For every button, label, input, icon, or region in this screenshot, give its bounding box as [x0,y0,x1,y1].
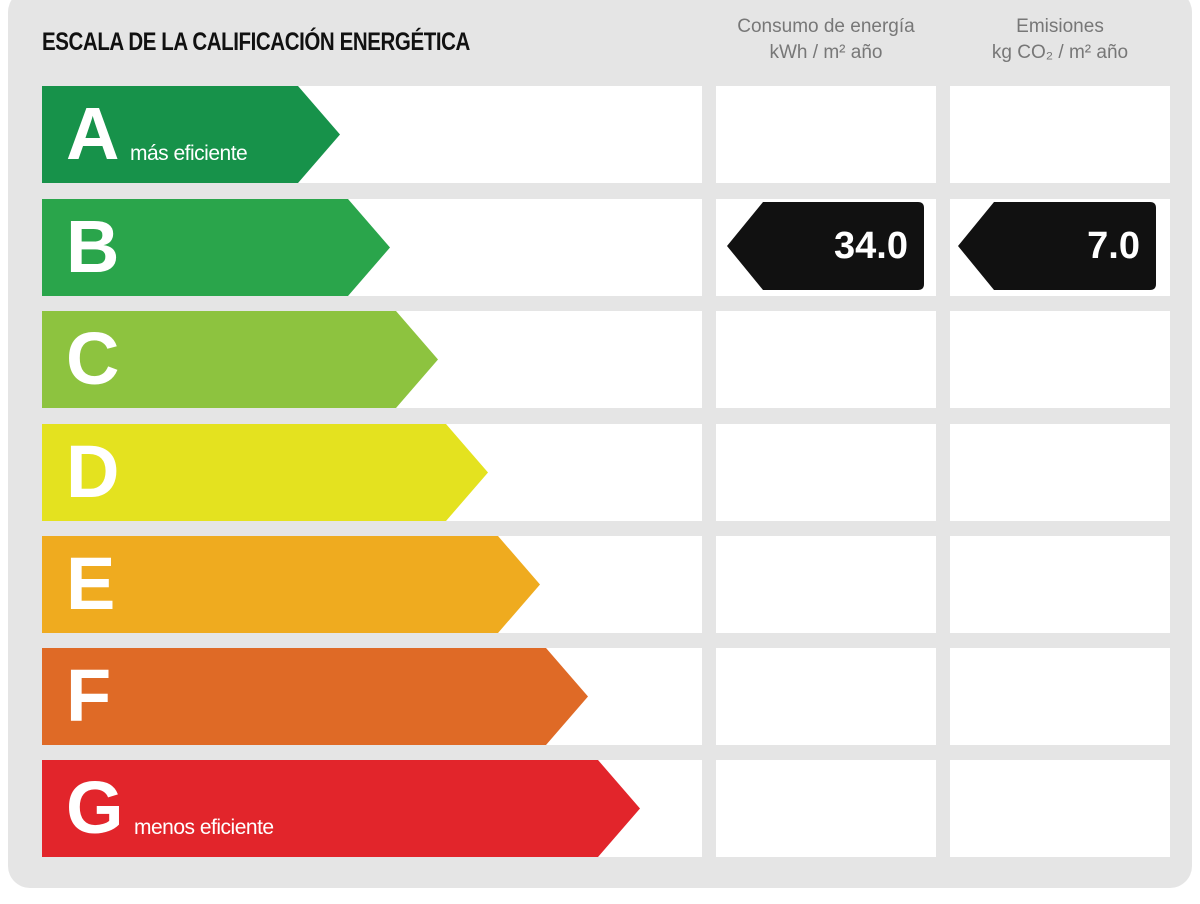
arrow-shape [42,760,640,857]
arrow-shape [42,199,390,296]
consumo-header-title: Consumo de energía [737,16,915,37]
consumo-cell-C [716,311,936,408]
consumo-cell-F [716,648,936,745]
arrow-shape [42,311,438,408]
rating-letter: D [66,430,120,513]
emisiones-indicator: 7.0 [958,202,1156,290]
emisiones-value: 7.0 [1087,225,1140,267]
consumo-header-unit: kWh / m² año [769,42,883,63]
consumo-header: Consumo de energía kWh / m² año [711,14,941,66]
emisiones-header-title: Emisiones [1016,16,1104,37]
emisiones-cell-D [950,424,1170,521]
rating-arrow-B: B [42,199,390,296]
emisiones-cell-C [950,311,1170,408]
consumo-cell-A [716,86,936,183]
rating-letter: G [66,766,124,849]
consumo-cell-E [716,536,936,633]
emisiones-header: Emisiones kg CO₂ / m² año [945,14,1175,66]
rating-arrow-F: F [42,648,588,745]
indicator-shape [727,202,924,290]
indicator-shape [958,202,1156,290]
emisiones-cell-A [950,86,1170,183]
consumo-value: 34.0 [834,225,908,267]
rating-caption: menos eficiente [134,816,274,839]
rating-letter: B [66,205,120,288]
rating-letter: F [66,654,112,737]
emisiones-cell-G [950,760,1170,857]
rating-caption: más eficiente [130,142,248,165]
emisiones-cell-E [950,536,1170,633]
rating-arrow-C: C [42,311,438,408]
consumo-indicator: 34.0 [727,202,924,290]
consumo-cell-G [716,760,936,857]
emisiones-cell-F [950,648,1170,745]
arrow-shape [42,424,488,521]
arrow-shape [42,536,540,633]
consumo-cell-D [716,424,936,521]
label-title: ESCALA DE LA CALIFICACIÓN ENERGÉTICA [42,28,470,56]
rating-arrow-A: A más eficiente [42,86,340,183]
rating-arrow-D: D [42,424,488,521]
emisiones-header-unit: kg CO₂ / m² año [991,42,1129,63]
rating-arrow-G: G menos eficiente [42,760,640,857]
rating-arrow-E: E [42,536,540,633]
rating-letter: C [66,317,120,400]
arrow-shape [42,648,588,745]
rating-letter: A [66,92,120,175]
rating-letter: E [66,542,116,625]
arrow-shape [42,86,340,183]
